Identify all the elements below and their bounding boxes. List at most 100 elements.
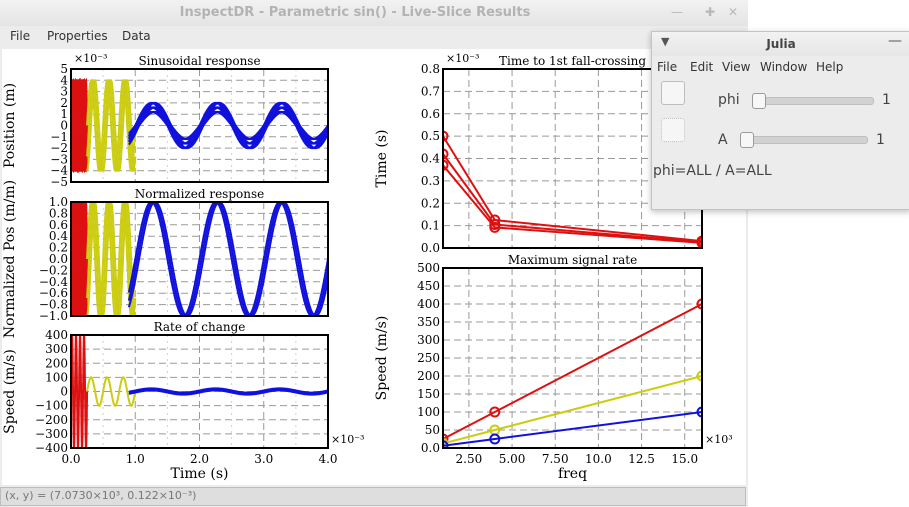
window-menu-icon[interactable]: ▼ <box>661 35 670 48</box>
series-line <box>443 303 702 440</box>
y-tick-label: 300 <box>417 333 440 347</box>
julia-window: ▼ Julia — File Edit View Window Help phi… <box>651 31 909 210</box>
a-value: 1 <box>876 132 885 148</box>
y-tick-label: 150 <box>417 387 440 401</box>
data-point <box>443 148 449 160</box>
x-tick-label: 12.5 <box>628 452 655 466</box>
window-title: InspectDR - Parametric sin() - Live-Slic… <box>179 5 531 20</box>
julia-menu-file[interactable]: File <box>657 60 678 74</box>
data-point <box>489 406 501 418</box>
data-point <box>489 221 501 233</box>
series-line <box>128 101 328 150</box>
y-tick-label: 3 <box>60 85 68 99</box>
y-tick-label: 300 <box>45 342 68 356</box>
plot-frame <box>70 68 329 183</box>
x-tick-label: 10.0 <box>585 452 612 466</box>
a-checkbox[interactable] <box>661 118 685 142</box>
y-multiplier: ×10⁻³ <box>446 52 479 65</box>
y-tick-label: −200 <box>35 413 68 427</box>
data-point <box>696 237 702 248</box>
menu-properties[interactable]: Properties <box>47 29 108 43</box>
x-tick-label: 0.0 <box>61 452 80 466</box>
y-tick-label: −100 <box>35 399 68 413</box>
y-tick-label: 2 <box>60 96 68 110</box>
status-bar: (x, y) = (7.0730×10³, 0.122×10⁻³) <box>0 487 746 506</box>
plot-frame <box>70 201 329 317</box>
series-line <box>127 202 328 316</box>
y-tick-label: 0.5 <box>421 129 440 143</box>
a-slider[interactable] <box>741 136 868 144</box>
series-group <box>71 77 328 174</box>
series-line <box>71 77 89 174</box>
y-tick-label: 0.0 <box>421 441 440 455</box>
menu-file[interactable]: File <box>10 29 31 43</box>
series-line <box>128 101 328 150</box>
plot-title: Rate of change <box>154 320 246 334</box>
series-line <box>443 375 702 445</box>
menu-data[interactable]: Data <box>122 29 151 43</box>
y-tick-label: 450 <box>417 279 440 293</box>
phi-slider[interactable] <box>753 97 874 105</box>
chart-1 <box>70 68 329 183</box>
y-tick-label: 400 <box>45 328 68 342</box>
phi-slider-handle[interactable] <box>752 93 766 109</box>
minimize-icon[interactable]: — <box>888 33 902 49</box>
julia-menu-window[interactable]: Window <box>760 60 808 74</box>
y-tick-label: −1 <box>50 130 68 144</box>
series-group <box>443 130 702 248</box>
minimize-icon[interactable]: — <box>671 5 683 19</box>
window-titlebar[interactable]: InspectDR - Parametric sin() - Live-Slic… <box>0 0 748 27</box>
plot-title: Maximum signal rate <box>508 253 637 267</box>
y-tick-label: 0.0 <box>49 252 68 266</box>
series-line <box>86 79 137 172</box>
y-tick-label: 250 <box>417 351 440 365</box>
y-tick-label: 0 <box>60 119 68 133</box>
y-axis-label: Speed (m/s) <box>374 316 390 401</box>
a-label: A <box>718 132 728 148</box>
julia-menu-view[interactable]: View <box>722 60 751 74</box>
y-tick-label: 350 <box>417 315 440 329</box>
data-point <box>443 433 449 445</box>
y-tick-label: −0.8 <box>39 298 68 312</box>
close-icon[interactable]: ✕ <box>727 5 739 19</box>
phi-checkbox[interactable] <box>661 81 685 105</box>
series-line <box>443 153 702 244</box>
maximize-icon[interactable]: ✚ <box>704 5 716 19</box>
x-tick-label: 2.0 <box>190 452 209 466</box>
y-tick-label: −2 <box>50 141 68 155</box>
selection-status: phi=ALL / A=ALL <box>653 163 772 179</box>
julia-menu-edit[interactable]: Edit <box>690 60 714 74</box>
y-tick-label: 100 <box>45 370 68 384</box>
menu-bar: File Properties Data <box>0 26 748 48</box>
plot-canvas[interactable]: 5 4 3 2 1 0 −1 −2 −3 −4 −5 Sinusoidal response Posit… <box>2 49 746 485</box>
julia-titlebar[interactable]: ▼ Julia — <box>652 32 909 56</box>
plot-frame <box>442 267 703 449</box>
data-point <box>489 433 501 445</box>
inspectdr-window: InspectDR - Parametric sin() - Live-Slic… <box>0 0 748 507</box>
series-line <box>71 202 89 316</box>
julia-menu-help[interactable]: Help <box>816 60 844 74</box>
series-line <box>127 101 328 150</box>
x-tick-label: 3.0 <box>254 452 273 466</box>
y-tick-label: 0.7 <box>421 84 440 98</box>
y-tick-label: 0.2 <box>49 241 68 255</box>
series-line <box>443 164 702 244</box>
y-tick-label: −5 <box>50 175 68 189</box>
series-group <box>71 335 328 448</box>
y-tick-label: 500 <box>417 261 440 275</box>
x-tick-label: 4.0 <box>318 452 337 466</box>
plot-title: Time to 1st fall-crossing <box>499 54 646 68</box>
a-slider-handle[interactable] <box>740 132 754 148</box>
y-tick-label: 0.8 <box>421 62 440 76</box>
x-multiplier: ×10⁻³ <box>331 433 364 446</box>
y-tick-label: −0.2 <box>39 263 68 277</box>
y-tick-label: −0.6 <box>39 286 68 300</box>
y-tick-label: 100 <box>417 405 440 419</box>
series-group <box>71 202 328 316</box>
y-tick-label: 0.3 <box>421 174 440 188</box>
y-tick-label: 200 <box>417 369 440 383</box>
x-tick-label: 1.0 <box>126 452 145 466</box>
data-point <box>696 370 702 382</box>
y-tick-label: 400 <box>417 297 440 311</box>
y-tick-label: 1.0 <box>49 195 68 209</box>
